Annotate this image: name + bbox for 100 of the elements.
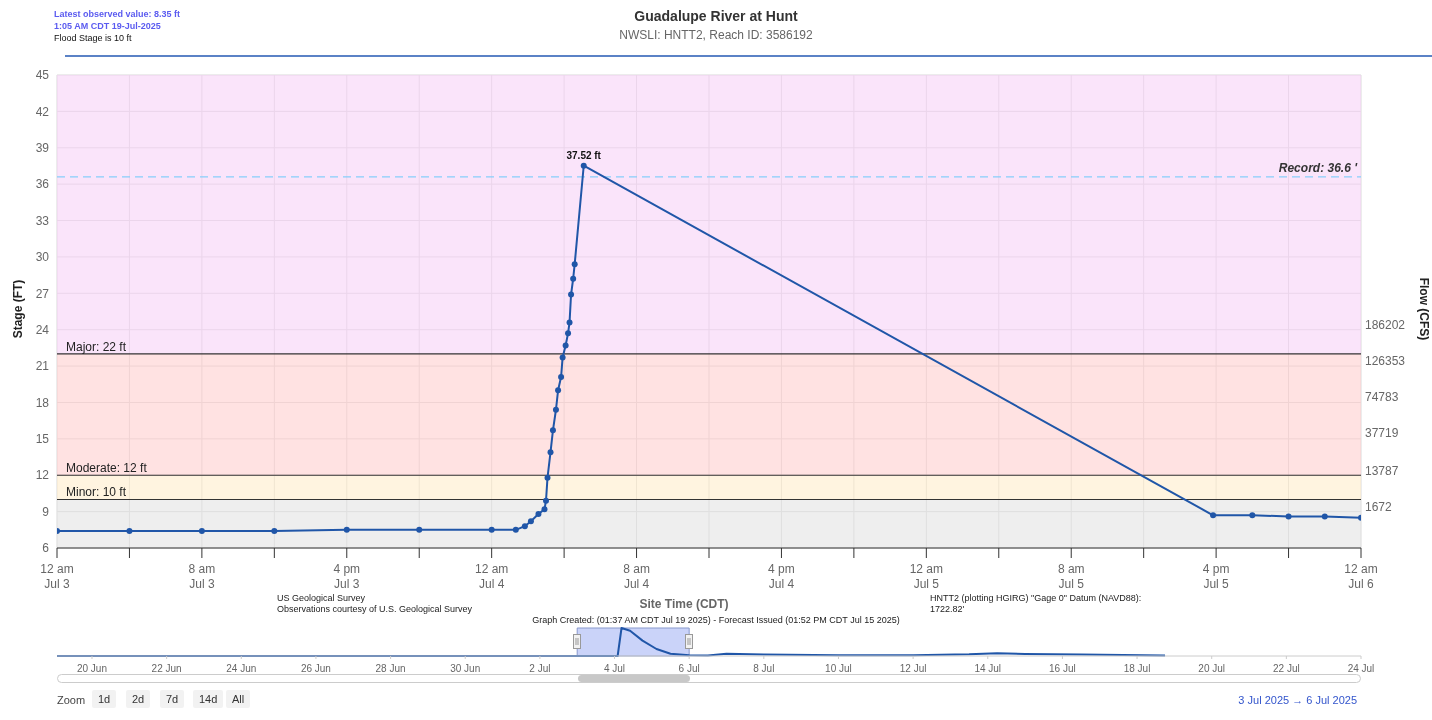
- annotation: 37.52 ft: [566, 149, 602, 161]
- point: [555, 387, 562, 394]
- x-tick-label: 28 Jun: [375, 663, 406, 674]
- point: [566, 319, 573, 326]
- y2-axis-title: Flow (CFS): [1417, 276, 1431, 343]
- x-tick-label: 6 Jul: [678, 663, 700, 674]
- x-tick-label: 8 am Jul 5: [1057, 562, 1085, 592]
- x-tick-label: 22 Jun: [151, 663, 182, 674]
- point: [562, 342, 569, 349]
- text: 74783: [1365, 390, 1399, 404]
- point: [1285, 513, 1292, 520]
- point: [565, 330, 572, 337]
- text: Graph Created: (01:37 AM CDT Jul 19 2025) - Forecast Issued (01:52 PM CDT Jul 15 2025): [531, 615, 901, 626]
- x-tick-label: 2 Jul: [529, 663, 551, 674]
- y-tick-label: 18: [35, 395, 50, 410]
- point: [521, 523, 528, 530]
- y-tick-label: 9: [42, 504, 50, 519]
- x-tick-label: 8 am Jul 4: [623, 562, 650, 592]
- chart-title: Guadalupe River at Hunt: [634, 8, 798, 24]
- text: Observations courtesy of U.S. Geological Survey: [277, 604, 473, 615]
- x-tick-label: 22 Jul: [1273, 663, 1300, 674]
- point: [488, 526, 495, 533]
- point: [570, 275, 577, 282]
- point: [416, 526, 423, 533]
- x-tick-label: 8 Jul: [753, 663, 775, 674]
- y-tick-label: 6: [42, 541, 50, 556]
- x-tick-label: 18 Jul: [1123, 663, 1151, 674]
- y-tick-label: 36: [35, 177, 50, 192]
- ref-line-label: Major: 22 ft: [66, 339, 127, 354]
- ref-line-label: Record: 36.6 ': [1278, 160, 1359, 175]
- x-tick-label: 26 Jun: [300, 663, 331, 674]
- point: [527, 518, 534, 525]
- y-tick-label: 42: [35, 104, 50, 119]
- point: [580, 162, 587, 169]
- point: [559, 354, 566, 361]
- point: [547, 449, 554, 456]
- y-tick-label: 27: [35, 286, 50, 301]
- x-tick-label: 8 am Jul 3: [188, 562, 216, 592]
- text: 37719: [1365, 426, 1399, 440]
- point: [558, 373, 565, 380]
- point: [271, 528, 278, 535]
- x-tick-label: 4 Jul: [603, 663, 626, 674]
- text: 13787: [1365, 464, 1399, 478]
- x-tick-label: 12 am Jul 5: [909, 562, 944, 592]
- x-tick-label: 24 Jun: [226, 663, 257, 674]
- text: HNTT2 (plotting HGIRG) "Gage 0" Datum (NAVD88): 1722.82': [930, 593, 1143, 615]
- x-tick-label: 12 am Jul 4: [474, 562, 509, 592]
- point: [1321, 513, 1328, 520]
- y-tick-label: 39: [35, 141, 50, 156]
- y-tick-label: 30: [35, 250, 50, 265]
- point: [126, 528, 133, 535]
- y-axis-title: Stage (FT): [11, 278, 25, 341]
- y-tick-label: 15: [35, 432, 50, 447]
- point: [543, 497, 549, 504]
- point: [535, 511, 542, 518]
- text: Flood Stage is 10 ft: [54, 33, 132, 44]
- x-tick-label: 4 pm Jul 5: [1202, 562, 1230, 592]
- text: Zoom: [57, 694, 86, 706]
- text: Latest observed value: 8.35 ft: [54, 9, 181, 20]
- point: [512, 526, 519, 533]
- text: 1672: [1365, 500, 1392, 514]
- point: [571, 261, 578, 268]
- point: [568, 291, 575, 298]
- point: [544, 474, 551, 481]
- y-tick-label: 24: [35, 322, 50, 337]
- y-tick-label: 33: [35, 213, 50, 228]
- x-tick-label: 16 Jul: [1049, 663, 1076, 674]
- point: [549, 427, 556, 434]
- ref-line-label: Minor: 10 ft: [66, 485, 127, 500]
- x-tick-label: 24 Jul: [1347, 663, 1375, 674]
- x-axis-title: Site Time (CDT): [639, 597, 729, 611]
- text: 1d: [92, 690, 117, 708]
- x-tick-label: 10 Jul: [825, 663, 852, 674]
- text: All: [226, 690, 251, 708]
- text: 7d: [160, 690, 185, 708]
- text: 186202: [1365, 318, 1406, 332]
- x-tick-label: 4 pm Jul 3: [333, 562, 361, 592]
- y-tick-label: 45: [35, 68, 50, 83]
- x-tick-label: 12 am Jul 6: [1344, 562, 1378, 592]
- x-tick-label: 12 Jul: [899, 663, 927, 674]
- x-tick-label: 12 am Jul 3: [40, 562, 74, 592]
- x-tick-label: 30 Jun: [450, 663, 481, 674]
- x-tick-label: 20 Jun: [76, 663, 108, 674]
- y-tick-label: 12: [35, 468, 50, 483]
- point: [541, 506, 548, 513]
- point: [198, 528, 205, 535]
- text: 2d: [126, 690, 151, 708]
- text: 126353: [1365, 354, 1406, 368]
- x-tick-label: 4 pm Jul 4: [768, 562, 795, 592]
- point: [1210, 512, 1217, 519]
- text: 1:05 AM CDT 19-Jul-2025: [54, 21, 161, 32]
- x-tick-label: 14 Jul: [974, 663, 1002, 674]
- x-tick-label: 20 Jul: [1198, 663, 1226, 674]
- text: US Geological Survey: [277, 593, 366, 604]
- text: 14d: [193, 690, 224, 708]
- text: 3 Jul 2025 → 6 Jul 2025: [1238, 694, 1357, 706]
- point: [343, 526, 350, 533]
- y-tick-label: 21: [35, 359, 50, 374]
- ref-line-label: Moderate: 12 ft: [66, 461, 148, 476]
- point: [552, 406, 559, 413]
